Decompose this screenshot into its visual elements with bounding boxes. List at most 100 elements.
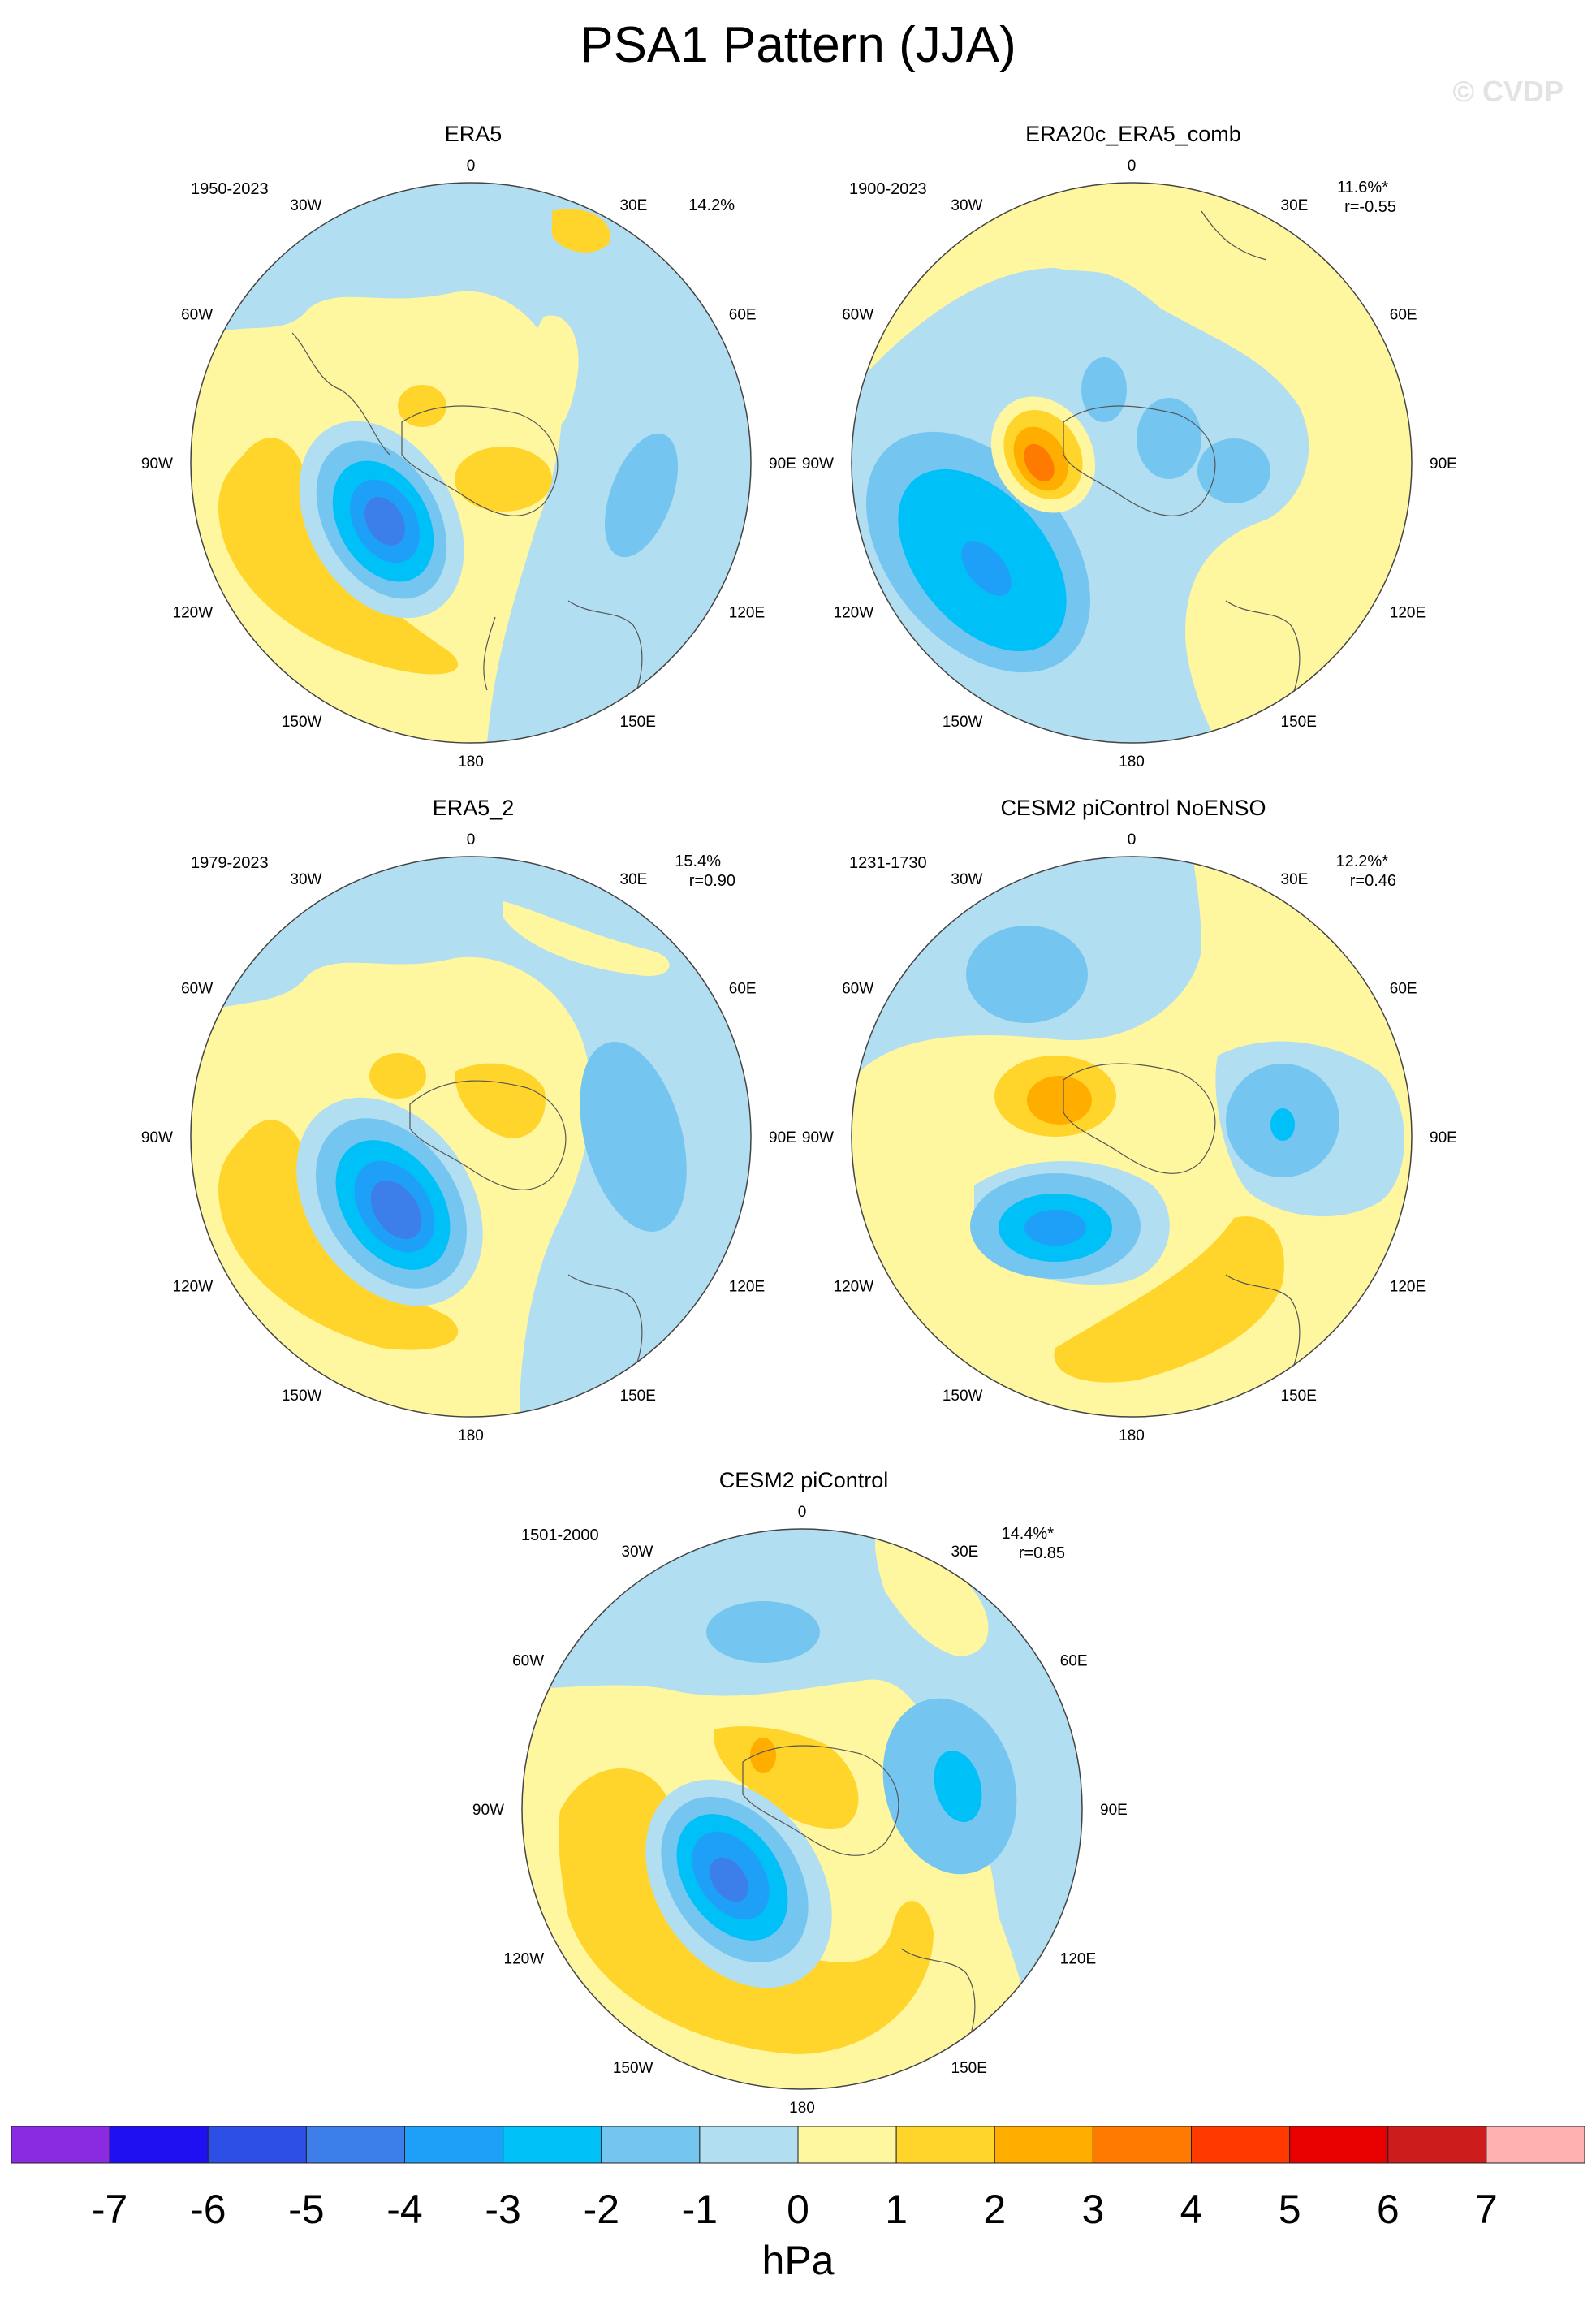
panel-4-title: CESM2 piControl NoENSO — [1000, 796, 1266, 820]
lon-label-3-0: 0 — [467, 831, 476, 848]
lon-label-2-10: 60W — [842, 307, 873, 324]
colorbar-tick-6: -1 — [681, 2187, 718, 2232]
lon-label-5-0: 0 — [798, 1504, 807, 1521]
colorbar-tick-10: 3 — [1081, 2187, 1105, 2232]
lon-label-4-7: 150W — [943, 1388, 983, 1405]
lon-label-3-7: 150W — [282, 1388, 322, 1405]
lon-label-1-4: 120E — [729, 605, 765, 622]
panel-5-title: CESM2 piControl — [718, 1468, 889, 1492]
lon-label-5-8: 120W — [504, 1951, 545, 1968]
colorbar-swatch-6 — [601, 2126, 701, 2164]
colorbar-swatch-8 — [797, 2126, 897, 2164]
lon-label-3-10: 60W — [181, 981, 213, 998]
colorbar-swatch-13 — [1289, 2126, 1389, 2164]
lon-label-3-1: 30E — [620, 871, 648, 888]
lon-label-2-9: 90W — [802, 456, 834, 473]
longitude-labels: 0 30E 60E 90E 120E 150E 180 150W 120W 90W 60W 30W 0 3… — [141, 158, 1457, 2117]
colorbar-tick-4: -3 — [485, 2187, 521, 2232]
polar-maps: 0 30E 60E 90E 120E 150E 180 150W 120W 90W 60W 30W 0 3… — [141, 158, 1457, 2117]
lon-label-5-11: 30W — [621, 1544, 653, 1561]
colorbar-swatch-9 — [895, 2126, 995, 2164]
colorbar-swatch-3 — [305, 2126, 406, 2164]
panel-4-variance: 12.2%* — [1335, 853, 1389, 870]
colorbar-tick-1: -6 — [190, 2187, 226, 2232]
colorbar-swatch-4 — [404, 2126, 504, 2164]
lon-label-2-5: 150E — [1281, 714, 1317, 731]
lon-label-5-1: 30E — [951, 1544, 979, 1561]
lon-label-3-4: 120E — [729, 1279, 765, 1296]
lon-label-1-6: 180 — [458, 753, 484, 771]
panel-5-period: 1501-2000 — [521, 1526, 599, 1544]
lon-label-2-1: 30E — [1281, 197, 1309, 214]
panel-3-title: ERA5_2 — [432, 796, 515, 820]
colorbar-tick-12: 5 — [1278, 2187, 1301, 2232]
lon-label-1-5: 150E — [620, 714, 656, 731]
panel-3-map — [191, 857, 751, 1417]
lon-label-5-5: 150E — [951, 2060, 987, 2077]
lon-label-2-7: 150W — [943, 714, 983, 731]
lon-label-5-4: 120E — [1060, 1951, 1096, 1968]
lon-label-4-4: 120E — [1390, 1279, 1426, 1296]
lon-label-4-6: 180 — [1119, 1427, 1145, 1444]
panel-1-title: ERA5 — [444, 122, 503, 146]
lon-label-5-2: 60E — [1060, 1653, 1088, 1670]
panel-5-variance: 14.4%* — [1001, 1525, 1055, 1543]
colorbar-tick-2: -5 — [288, 2187, 325, 2232]
lon-label-3-3: 90E — [769, 1129, 796, 1146]
lon-label-4-8: 120W — [834, 1279, 874, 1296]
lon-label-1-3: 90E — [769, 456, 796, 473]
panel-2-variance: 11.6%* — [1336, 179, 1388, 196]
panel-3-period: 1979-2023 — [191, 854, 269, 872]
panel-2-correlation: r=-0.55 — [1344, 198, 1396, 216]
colorbar-swatch-15 — [1486, 2126, 1585, 2164]
lon-label-4-0: 0 — [1128, 831, 1137, 848]
lon-label-3-9: 90W — [141, 1129, 173, 1146]
lon-label-2-3: 90E — [1430, 456, 1457, 473]
colorbar-tick-9: 2 — [983, 2187, 1007, 2232]
lon-label-1-7: 150W — [282, 714, 322, 731]
panel-1-map — [191, 183, 751, 743]
lon-label-1-10: 60W — [181, 307, 213, 324]
lon-label-4-3: 90E — [1430, 1129, 1457, 1146]
lon-label-2-2: 60E — [1390, 307, 1417, 324]
panel-4-period: 1231-1730 — [849, 854, 927, 872]
colorbar-swatch-14 — [1387, 2126, 1487, 2164]
lon-label-4-10: 60W — [842, 981, 873, 998]
lon-label-2-6: 180 — [1119, 753, 1145, 771]
lon-label-1-0: 0 — [467, 158, 476, 175]
panel-3-variance: 15.4% — [675, 853, 721, 870]
lon-label-5-10: 60W — [512, 1653, 544, 1670]
panel-5-correlation: r=0.85 — [1018, 1544, 1065, 1562]
panel-4-map — [852, 857, 1412, 1417]
panel-3-correlation: r=0.90 — [688, 872, 735, 890]
lon-label-5-7: 150W — [613, 2060, 653, 2077]
colorbar-tick-0: -7 — [91, 2187, 128, 2232]
panel-2-period: 1900-2023 — [849, 180, 927, 198]
lon-label-3-6: 180 — [458, 1427, 484, 1444]
panel-1-variance: 14.2% — [688, 196, 735, 214]
colorbar-swatch-1 — [109, 2126, 209, 2164]
lon-label-1-9: 90W — [141, 456, 173, 473]
lon-label-3-11: 30W — [290, 871, 321, 888]
lon-label-3-5: 150E — [620, 1388, 656, 1405]
colorbar-swatch-5 — [503, 2126, 602, 2164]
panel-1-period: 1950-2023 — [191, 180, 269, 198]
colorbar-swatch-11 — [1092, 2126, 1193, 2164]
colorbar-tick-3: -4 — [386, 2187, 423, 2232]
lon-label-1-11: 30W — [290, 197, 321, 214]
colorbar — [11, 2126, 1585, 2164]
colorbar-units: hPa — [761, 2238, 835, 2283]
panel-5-map — [522, 1529, 1082, 2089]
lon-label-2-8: 120W — [834, 605, 874, 622]
lon-label-4-9: 90W — [802, 1129, 834, 1146]
panel-4-correlation: r=0.46 — [1349, 872, 1396, 890]
panel-2-title: ERA20c_ERA5_comb — [1025, 122, 1241, 146]
figure-title: PSA1 Pattern (JJA) — [580, 17, 1016, 73]
lon-label-3-8: 120W — [173, 1279, 214, 1296]
lon-label-3-2: 60E — [729, 981, 757, 998]
lon-label-1-8: 120W — [173, 605, 214, 622]
lon-label-2-4: 120E — [1390, 605, 1426, 622]
lon-label-1-1: 30E — [620, 197, 648, 214]
colorbar-swatch-12 — [1191, 2126, 1291, 2164]
colorbar-swatch-7 — [699, 2126, 799, 2164]
